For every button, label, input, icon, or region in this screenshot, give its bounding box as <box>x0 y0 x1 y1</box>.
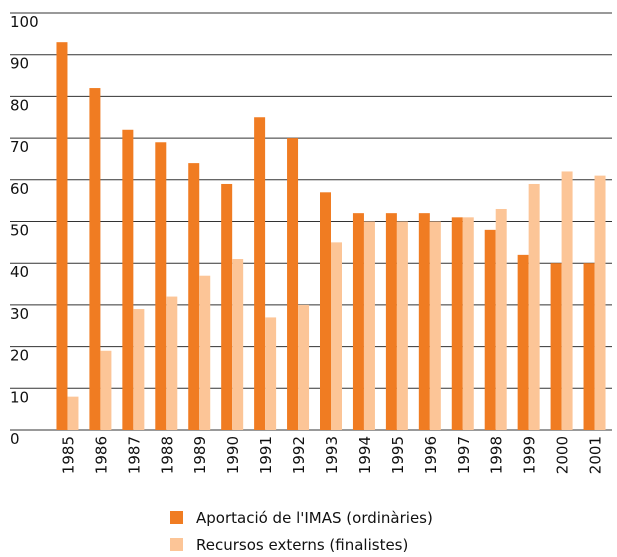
bar <box>100 350 112 430</box>
bar <box>418 213 430 430</box>
bar <box>199 275 211 430</box>
y-tick-label: 10 <box>10 388 29 406</box>
x-tick-label: 1994 <box>356 436 374 474</box>
bar <box>67 396 79 430</box>
bar <box>166 296 178 430</box>
y-tick-label: 80 <box>10 96 29 114</box>
y-tick-label: 70 <box>10 138 29 156</box>
bar <box>396 221 408 430</box>
bar <box>385 213 397 430</box>
x-tick-label: 1997 <box>455 436 473 474</box>
y-tick-label: 100 <box>10 13 39 31</box>
bar <box>254 117 266 430</box>
x-tick-label: 1991 <box>257 436 275 474</box>
bar <box>221 183 233 430</box>
bar <box>265 317 277 430</box>
bar <box>462 217 474 430</box>
x-tick-label: 1990 <box>224 436 242 474</box>
bar <box>528 183 540 430</box>
bar <box>122 129 134 430</box>
x-tick-label: 1995 <box>389 436 407 474</box>
legend-swatch <box>170 538 183 551</box>
legend-label: Recursos externs (finalistes) <box>196 536 408 554</box>
y-tick-label: 30 <box>10 305 29 323</box>
x-tick-label: 1993 <box>323 436 341 474</box>
x-tick-label: 1992 <box>290 436 308 474</box>
bar <box>594 175 606 430</box>
x-tick-label: 1987 <box>125 436 143 474</box>
bar <box>561 171 573 430</box>
y-tick-label: 20 <box>10 347 29 365</box>
x-tick-label: 2000 <box>554 436 572 474</box>
bar <box>155 142 167 430</box>
y-tick-label: 90 <box>10 55 29 73</box>
x-tick-label: 1989 <box>191 436 209 474</box>
bar <box>484 229 496 430</box>
bar <box>363 221 375 430</box>
x-tick-label: 1998 <box>488 436 506 474</box>
bar <box>133 309 145 430</box>
bar <box>320 192 331 430</box>
bar <box>287 138 299 430</box>
bar <box>232 259 244 430</box>
bar <box>517 254 529 430</box>
x-tick-label: 1996 <box>422 436 440 474</box>
bar <box>495 208 507 430</box>
y-tick-label: 60 <box>10 180 29 198</box>
bar <box>352 213 364 430</box>
bar <box>331 242 342 430</box>
bar <box>429 221 441 430</box>
x-tick-label: 1999 <box>521 436 539 474</box>
bar <box>583 263 595 430</box>
legend-label: Aportació de l'IMAS (ordinàries) <box>196 509 433 527</box>
y-tick-label: 40 <box>10 263 29 281</box>
x-tick-label: 1985 <box>59 436 77 474</box>
legend-swatch <box>170 511 183 524</box>
bar <box>550 263 562 430</box>
bar <box>298 304 310 430</box>
bar <box>56 42 68 430</box>
y-tick-label: 50 <box>10 222 29 240</box>
x-tick-label: 2001 <box>587 436 605 474</box>
bar <box>89 88 101 430</box>
bar <box>188 163 200 430</box>
bar <box>451 217 463 430</box>
y-tick-label: 0 <box>10 430 20 448</box>
x-tick-label: 1988 <box>158 436 176 474</box>
x-tick-label: 1986 <box>92 436 110 474</box>
